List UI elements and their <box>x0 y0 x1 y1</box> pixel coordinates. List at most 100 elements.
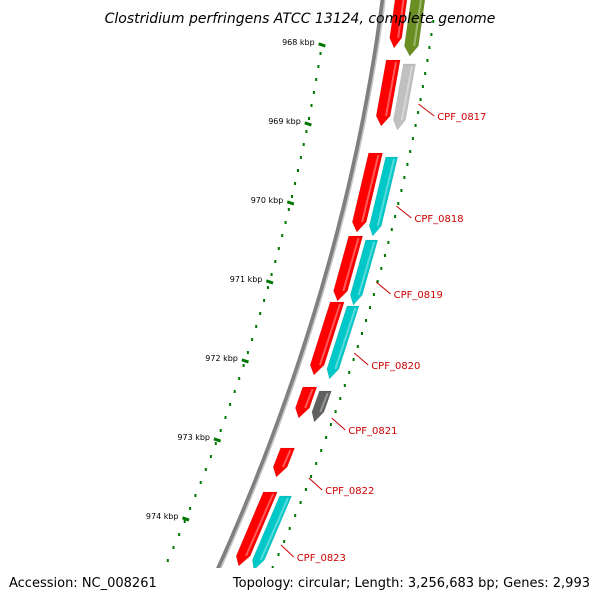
gc-dot-outer <box>291 195 293 198</box>
kbp-tick-label: 970 kbp <box>251 196 284 205</box>
gc-dot-inner <box>315 462 318 465</box>
gc-dot-inner <box>419 98 422 101</box>
gc-dot-inner <box>372 293 375 296</box>
cds-arrow <box>389 0 408 49</box>
gene-label: CPF_0821 <box>348 426 397 437</box>
gc-dot-outer <box>199 481 202 484</box>
gc-dot-outer <box>302 143 305 146</box>
gene-label: CPF_0819 <box>394 290 443 301</box>
gene-label-leader <box>418 103 435 117</box>
gc-skew-dots <box>166 20 435 595</box>
gc-dot-outer <box>317 65 320 68</box>
cds-arrow-shine <box>342 237 360 292</box>
gc-dot-inner <box>294 514 297 517</box>
genome-backbone <box>201 0 386 600</box>
kbp-tick-mark <box>286 200 295 206</box>
kbp-tick-mark <box>304 121 312 127</box>
gene-partial-top <box>389 0 426 57</box>
kbp-tick-mark <box>318 42 326 48</box>
gc-dot-outer <box>270 273 273 276</box>
gc-dot-outer <box>305 130 308 133</box>
gc-dot-inner <box>380 267 383 270</box>
gc-dot-outer <box>238 377 241 380</box>
cog-arrow-shine <box>357 241 376 296</box>
kbp-tick-label: 973 kbp <box>177 433 210 442</box>
gc-dot-inner <box>387 241 390 244</box>
gc-dot-outer <box>214 442 217 445</box>
gc-dot-outer <box>172 546 175 549</box>
cds-arrow-shine <box>304 388 314 409</box>
gene-cpf-0819: CPF_0819 <box>333 235 443 306</box>
backbone-highlight <box>205 0 386 600</box>
gc-dot-inner <box>329 423 332 426</box>
gene-label-leader <box>308 477 323 491</box>
gc-dot-outer <box>315 78 318 81</box>
gene-label-leader <box>353 352 369 366</box>
gc-dot-outer <box>229 403 232 406</box>
gc-dot-outer <box>251 338 254 341</box>
cog-arrow <box>393 63 416 131</box>
gc-dot-outer <box>281 234 284 237</box>
topology-text: Topology: circular; Length: 3,256,683 bp… <box>232 576 590 591</box>
cog-arrow-shine <box>319 392 329 413</box>
gc-dot-inner <box>283 540 286 543</box>
kbp-tick-mark <box>241 358 249 364</box>
gc-dot-inner <box>397 202 400 205</box>
gc-dot-inner <box>376 280 379 283</box>
gc-dot-outer <box>224 416 227 419</box>
cds-arrow-shine <box>245 493 275 557</box>
gene-label: CPF_0818 <box>414 214 463 225</box>
gene-label: CPF_0822 <box>325 486 374 497</box>
gc-dot-outer <box>259 312 262 315</box>
gc-dot-inner <box>348 371 351 374</box>
kbp-tick-label: 971 kbp <box>230 275 263 284</box>
gc-dot-inner <box>406 163 409 166</box>
gc-dot-outer <box>242 364 245 367</box>
gene-cpf-0818: CPF_0818 <box>352 152 464 237</box>
gc-dot-inner <box>352 358 355 361</box>
gc-dot-inner <box>411 137 414 140</box>
backbone-line <box>201 0 386 600</box>
gene-label: CPF_0817 <box>437 112 486 123</box>
gc-dot-outer <box>284 221 287 224</box>
gc-dot-inner <box>400 189 403 192</box>
gc-dot-inner <box>277 553 280 556</box>
gene-label-leader <box>375 281 391 295</box>
kbp-tick-mark <box>181 516 190 522</box>
gc-dot-inner <box>325 436 328 439</box>
gc-dot-outer <box>277 247 280 250</box>
gc-dot-inner <box>343 384 346 387</box>
cds-arrow <box>352 152 383 233</box>
accession-text: Accession: NC_008261 <box>9 576 157 591</box>
kbp-tick-label: 972 kbp <box>205 354 238 363</box>
gene-cpf-0820: CPF_0820 <box>309 301 420 380</box>
cds-arrow <box>333 235 364 302</box>
cds-arrow <box>295 386 318 419</box>
gene-label-leader <box>280 544 295 558</box>
gc-dot-outer <box>166 559 169 562</box>
cds-arrow <box>309 301 345 376</box>
cog-arrow <box>252 495 292 571</box>
gc-dot-inner <box>304 488 307 491</box>
gc-dot-inner <box>428 46 431 49</box>
gc-dot-inner <box>299 501 302 504</box>
gc-dot-inner <box>430 33 433 36</box>
kbp-tick-mark <box>265 279 274 285</box>
cog-arrow-shine <box>259 497 289 561</box>
gc-dot-inner <box>414 124 417 127</box>
gc-dot-inner <box>271 566 274 569</box>
gc-dot-outer <box>189 507 192 510</box>
cog-arrow-shine <box>376 158 396 227</box>
gc-dot-inner <box>334 410 337 413</box>
cds-arrow-shine <box>385 61 397 117</box>
cds-arrow-shine <box>282 449 292 468</box>
cog-arrow <box>311 390 332 423</box>
gc-dot-outer <box>319 52 322 55</box>
cds-arrow <box>272 447 295 478</box>
cog-arrow <box>404 0 426 57</box>
kbp-tick-mark <box>213 437 222 443</box>
gene-label: CPF_0820 <box>371 361 420 372</box>
gc-dot-outer <box>294 182 297 185</box>
gc-dot-inner <box>409 150 412 153</box>
gc-dot-outer <box>204 468 207 471</box>
